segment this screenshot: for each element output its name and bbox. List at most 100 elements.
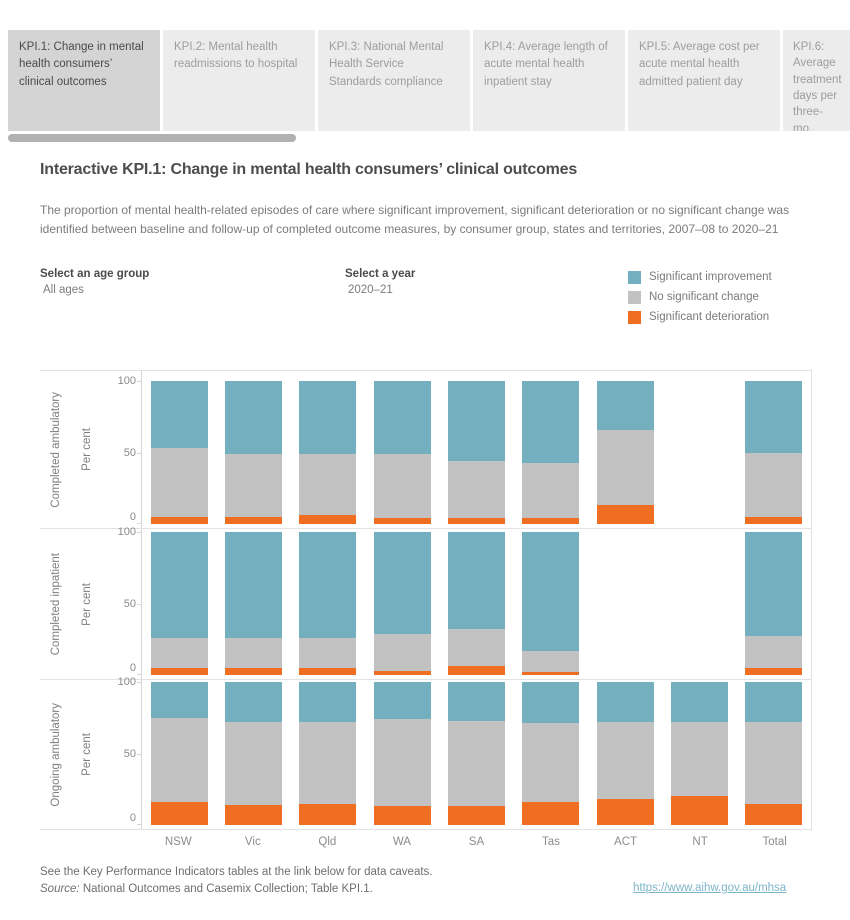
segment-improvement[interactable] (373, 682, 431, 720)
stacked-bar-sa[interactable] (447, 381, 505, 524)
segment-deterioration[interactable] (150, 667, 208, 675)
segment-deterioration[interactable] (596, 799, 654, 825)
segment-deterioration[interactable] (447, 518, 505, 524)
segment-improvement[interactable] (522, 682, 580, 724)
stacked-bar-tas[interactable] (522, 381, 580, 524)
segment-deterioration[interactable] (224, 804, 282, 825)
segment-improvement[interactable] (373, 532, 431, 634)
tab-scrollbar-thumb[interactable] (8, 134, 296, 142)
segment-no_change[interactable] (150, 637, 208, 668)
segment-deterioration[interactable] (447, 666, 505, 675)
segment-improvement[interactable] (745, 532, 803, 637)
segment-improvement[interactable] (745, 682, 803, 723)
segment-deterioration[interactable] (299, 515, 357, 524)
segment-no_change[interactable] (150, 448, 208, 517)
stacked-bar-sa[interactable] (447, 532, 505, 675)
segment-improvement[interactable] (150, 381, 208, 449)
segment-no_change[interactable] (373, 453, 431, 519)
segment-deterioration[interactable] (745, 803, 803, 825)
segment-deterioration[interactable] (373, 806, 431, 825)
segment-improvement[interactable] (299, 381, 357, 454)
segment-no_change[interactable] (596, 429, 654, 506)
aihw-link[interactable]: https://www.aihw.gov.au/mhsa (633, 882, 787, 894)
legend-item-no-change[interactable]: No significant change (628, 287, 772, 307)
tab-kpi1[interactable]: KPI.1: Change in mental health consumers… (8, 30, 160, 131)
segment-no_change[interactable] (150, 717, 208, 803)
segment-improvement[interactable] (670, 682, 728, 723)
segment-no_change[interactable] (745, 722, 803, 804)
segment-improvement[interactable] (447, 532, 505, 630)
tab-kpi6[interactable]: KPI.6: Average treatment days per three-… (783, 30, 850, 131)
segment-improvement[interactable] (299, 532, 357, 638)
tab-kpi3[interactable]: KPI.3: National Mental Health Service St… (318, 30, 470, 131)
stacked-bar-nt[interactable] (670, 682, 728, 825)
stacked-bar-qld[interactable] (299, 381, 357, 524)
legend-item-deterioration[interactable]: Significant deterioration (628, 307, 772, 327)
segment-no_change[interactable] (447, 461, 505, 519)
segment-no_change[interactable] (522, 723, 580, 803)
stacked-bar-nsw[interactable] (150, 532, 208, 675)
stacked-bar-nsw[interactable] (150, 682, 208, 825)
segment-improvement[interactable] (447, 381, 505, 462)
stacked-bar-qld[interactable] (299, 682, 357, 825)
segment-improvement[interactable] (224, 381, 282, 454)
segment-improvement[interactable] (150, 532, 208, 638)
segment-deterioration[interactable] (150, 516, 208, 524)
segment-deterioration[interactable] (522, 802, 580, 825)
stacked-bar-sa[interactable] (447, 682, 505, 825)
stacked-bar-vic[interactable] (224, 532, 282, 675)
segment-deterioration[interactable] (522, 518, 580, 524)
stacked-bar-total[interactable] (745, 532, 803, 675)
segment-no_change[interactable] (224, 637, 282, 668)
stacked-bar-tas[interactable] (522, 682, 580, 825)
segment-improvement[interactable] (522, 532, 580, 651)
segment-deterioration[interactable] (224, 516, 282, 524)
segment-improvement[interactable] (745, 381, 803, 453)
segment-improvement[interactable] (596, 682, 654, 723)
segment-deterioration[interactable] (373, 518, 431, 524)
segment-improvement[interactable] (224, 682, 282, 723)
segment-no_change[interactable] (522, 462, 580, 519)
segment-improvement[interactable] (596, 381, 654, 430)
segment-deterioration[interactable] (150, 802, 208, 825)
stacked-bar-tas[interactable] (522, 532, 580, 675)
tab-kpi2[interactable]: KPI.2: Mental health readmissions to hos… (163, 30, 315, 131)
year-filter-value[interactable]: 2020–21 (348, 284, 393, 296)
segment-no_change[interactable] (670, 722, 728, 797)
segment-improvement[interactable] (224, 532, 282, 638)
stacked-bar-vic[interactable] (224, 381, 282, 524)
segment-no_change[interactable] (299, 722, 357, 804)
stacked-bar-wa[interactable] (373, 381, 431, 524)
segment-deterioration[interactable] (745, 667, 803, 675)
segment-no_change[interactable] (447, 629, 505, 667)
segment-no_change[interactable] (224, 453, 282, 517)
segment-deterioration[interactable] (522, 672, 580, 675)
segment-no_change[interactable] (299, 453, 357, 516)
tab-kpi5[interactable]: KPI.5: Average cost per acute mental hea… (628, 30, 780, 131)
legend-item-improvement[interactable]: Significant improvement (628, 267, 772, 287)
segment-deterioration[interactable] (447, 806, 505, 825)
segment-improvement[interactable] (447, 682, 505, 721)
tab-kpi4[interactable]: KPI.4: Average length of acute mental he… (473, 30, 625, 131)
segment-deterioration[interactable] (596, 505, 654, 524)
segment-improvement[interactable] (150, 682, 208, 718)
segment-improvement[interactable] (299, 682, 357, 723)
segment-deterioration[interactable] (373, 670, 431, 675)
segment-deterioration[interactable] (224, 667, 282, 675)
segment-no_change[interactable] (224, 722, 282, 805)
segment-no_change[interactable] (447, 720, 505, 807)
segment-deterioration[interactable] (299, 803, 357, 825)
stacked-bar-wa[interactable] (373, 682, 431, 825)
segment-deterioration[interactable] (745, 516, 803, 524)
stacked-bar-act[interactable] (596, 682, 654, 825)
segment-no_change[interactable] (299, 637, 357, 668)
stacked-bar-vic[interactable] (224, 682, 282, 825)
stacked-bar-qld[interactable] (299, 532, 357, 675)
segment-no_change[interactable] (745, 636, 803, 668)
age-group-filter-value[interactable]: All ages (43, 284, 84, 296)
segment-improvement[interactable] (522, 381, 580, 463)
stacked-bar-wa[interactable] (373, 532, 431, 675)
segment-no_change[interactable] (373, 719, 431, 807)
segment-no_change[interactable] (596, 722, 654, 800)
stacked-bar-nsw[interactable] (150, 381, 208, 524)
